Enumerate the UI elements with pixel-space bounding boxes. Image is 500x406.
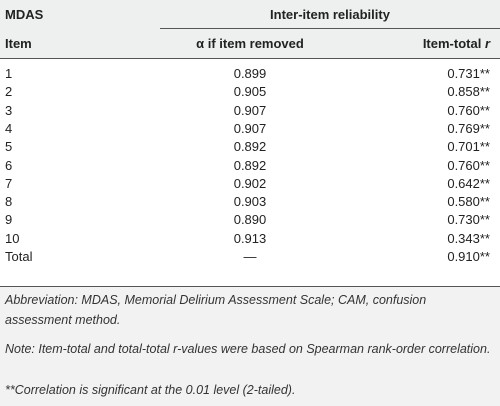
table-cell: — <box>243 249 257 264</box>
table-cell: 0.890 <box>233 212 267 228</box>
table-cell: 0.910** <box>447 249 490 264</box>
note: Note: Item-total and total-total r-value… <box>5 342 491 356</box>
table-cell: 0.760** <box>447 102 490 118</box>
table-cell: Total <box>5 249 33 264</box>
table-cell: 0.899 <box>233 66 267 81</box>
table-cell: 9 <box>5 212 13 228</box>
table-cell: 0.902 <box>233 175 267 191</box>
table-cell: 0.343** <box>447 230 490 246</box>
table-cell: 0.907 <box>233 120 267 136</box>
table-cell: 5 <box>5 139 13 155</box>
column-header: Item <box>5 36 32 51</box>
table-cell: 0.907 <box>233 102 267 118</box>
table-cell: 3 <box>5 102 13 118</box>
table-cell: 0.905 <box>233 84 267 100</box>
table-notes: Abbreviation: MDAS, Memorial Delirium As… <box>0 287 500 406</box>
note: Abbreviation: MDAS, Memorial Delirium As… <box>5 293 427 327</box>
table-cell: 0.913 <box>233 230 267 246</box>
table-cell: 2 <box>5 84 13 100</box>
group-rule <box>160 28 500 29</box>
table-cell: 10 <box>5 230 20 246</box>
table-cell: 4 <box>5 120 13 136</box>
column-header: α if item removed <box>196 36 304 51</box>
table-cell: 0.730** <box>447 212 490 228</box>
note: **Correlation is significant at the 0.01… <box>5 383 296 397</box>
group-label: MDAS <box>5 7 44 22</box>
table-cell: 0.903 <box>233 194 267 210</box>
table-cell: 7 <box>5 175 13 191</box>
table-header: MDAS Inter-item reliability Item α if it… <box>0 0 500 59</box>
table-cell: 0.580** <box>447 194 490 210</box>
table-cell: 0.731** <box>447 66 490 81</box>
header-text: Item-total <box>422 36 482 51</box>
table-cell: 0.892 <box>233 157 267 173</box>
table-cell: 0.642** <box>447 175 490 191</box>
bottom-rule <box>0 286 500 287</box>
table-cell: 0.701** <box>447 139 490 155</box>
group-label: Inter-item reliability <box>270 7 390 22</box>
column-header: Item-total r <box>423 35 490 52</box>
table-cell: 0.760** <box>447 157 490 173</box>
table-cell: 0.892 <box>233 139 267 155</box>
header-var: r <box>484 36 490 51</box>
table-cell: 0.858** <box>447 84 490 100</box>
table-cell: 8 <box>5 194 13 210</box>
table-cell: 6 <box>5 157 13 173</box>
table-cell: 1 <box>5 66 13 81</box>
table-cell: 0.769** <box>447 120 490 136</box>
